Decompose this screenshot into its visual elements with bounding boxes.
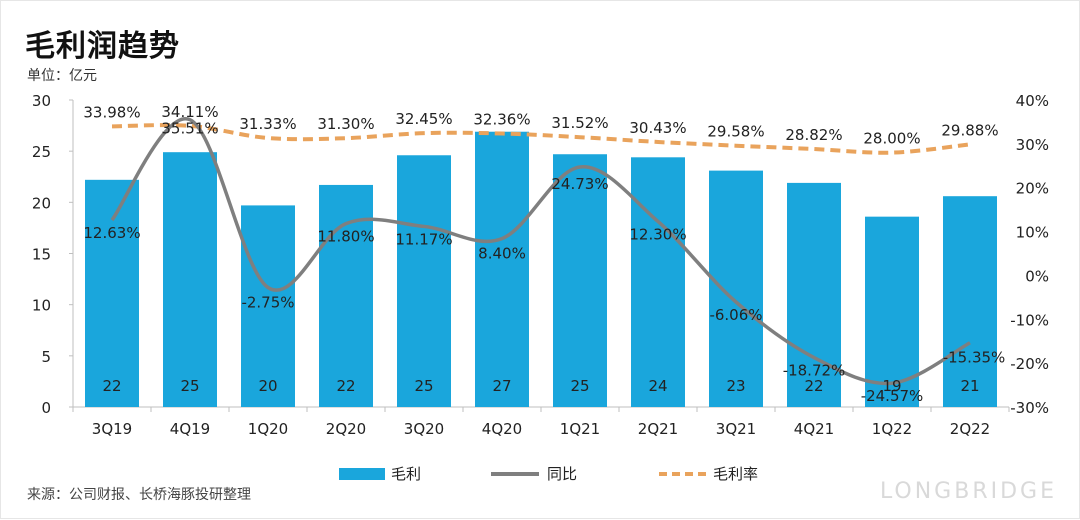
yoy-value-label: 11.80% [317, 228, 374, 246]
margin-value-label: 32.36% [473, 111, 530, 129]
yoy-value-label: 12.63% [83, 224, 140, 242]
bar-value-label: 23 [726, 377, 745, 395]
margin-value-label: 29.58% [707, 123, 764, 141]
yoy-value-label: 35.51% [161, 120, 218, 138]
yoy-value-label: -2.75% [241, 293, 294, 311]
y-left-tick-label: 0 [41, 399, 51, 417]
x-tick-label: 4Q20 [482, 420, 522, 438]
y-left-tick-label: 10 [32, 297, 51, 315]
legend-swatch-gross-profit [339, 468, 385, 480]
margin-value-label: 34.11% [161, 103, 218, 121]
y-right-tick-label: 20% [1016, 180, 1049, 198]
bar-value-label: 25 [180, 377, 199, 395]
x-tick-label: 1Q22 [872, 420, 912, 438]
legend-label-gross-profit: 毛利 [391, 465, 421, 483]
x-tick-label: 3Q21 [716, 420, 756, 438]
x-tick-label: 2Q21 [638, 420, 678, 438]
y-right-tick-label: -10% [1010, 311, 1049, 329]
x-tick-label: 4Q19 [170, 420, 210, 438]
margin-value-label: 31.30% [317, 115, 374, 133]
bar-value-label: 22 [804, 377, 823, 395]
y-right-tick-label: 40% [1016, 92, 1049, 110]
y-left-tick-label: 25 [32, 143, 51, 161]
yoy-value-label: -15.35% [943, 349, 1006, 367]
bar-gross-profit [475, 131, 529, 407]
margin-value-label: 30.43% [629, 119, 686, 137]
margin-value-label: 33.98% [83, 103, 140, 121]
x-tick-label: 3Q20 [404, 420, 444, 438]
y-left-tick-label: 20 [32, 194, 51, 212]
bar-gross-profit [631, 157, 685, 407]
yoy-value-label: 24.73% [551, 175, 608, 193]
y-right-tick-label: 0% [1025, 267, 1049, 285]
bar-gross-profit [85, 179, 139, 407]
chart-title: 毛利润趋势 [25, 29, 180, 64]
bar-gross-profit [787, 182, 841, 407]
y-right-tick-label: -30% [1010, 399, 1049, 417]
legend-label-margin: 毛利率 [713, 465, 758, 483]
line-gross-margin [111, 123, 971, 155]
margin-value-label: 29.88% [941, 121, 998, 139]
margin-value-label: 31.33% [239, 115, 296, 133]
x-tick-label: 3Q19 [92, 420, 132, 438]
y-right-tick-label: -20% [1010, 355, 1049, 373]
y-right-tick-label: 10% [1016, 224, 1049, 242]
source-note: 来源：公司财报、长桥海豚投研整理 [27, 487, 251, 503]
margin-value-label: 31.52% [551, 114, 608, 132]
margin-value-label: 28.82% [785, 126, 842, 144]
bar-value-label: 21 [960, 377, 979, 395]
x-tick-label: 2Q22 [950, 420, 990, 438]
watermark-text: LONGBRIDGE [879, 479, 1057, 504]
bar-gross-profit [163, 152, 217, 407]
legend-label-yoy: 同比 [547, 465, 577, 483]
unit-label: 单位：亿元 [27, 68, 97, 84]
yoy-value-label: 8.40% [478, 245, 526, 263]
yoy-value-label: 11.17% [395, 230, 452, 248]
bar-value-label: 22 [336, 377, 355, 395]
y-left-tick-label: 30 [32, 92, 51, 110]
x-tick-label: 2Q20 [326, 420, 366, 438]
bar-value-label: 22 [102, 377, 121, 395]
bar-value-label: 24 [648, 377, 667, 395]
bar-gross-profit [397, 155, 451, 407]
yoy-value-label: -18.72% [783, 362, 846, 380]
x-tick-label: 1Q20 [248, 420, 288, 438]
bar-value-label: 25 [570, 377, 589, 395]
yoy-value-label: -6.06% [709, 306, 762, 324]
margin-value-label: 32.45% [395, 110, 452, 128]
bar-value-label: 25 [414, 377, 433, 395]
bar-value-label: 19 [882, 377, 901, 395]
y-left-tick-label: 5 [41, 348, 51, 366]
bar-value-label: 27 [492, 377, 511, 395]
line-yoy [110, 117, 971, 386]
bar-gross-profit [865, 216, 919, 407]
x-tick-label: 4Q21 [794, 420, 834, 438]
y-right-tick-label: 30% [1016, 136, 1049, 154]
bar-gross-profit [709, 170, 763, 407]
margin-value-label: 28.00% [863, 130, 920, 148]
yoy-value-label: -24.57% [861, 387, 924, 405]
x-tick-label: 1Q21 [560, 420, 600, 438]
bar-gross-profit [241, 205, 295, 407]
bar-value-label: 20 [258, 377, 277, 395]
bar-gross-profit [553, 154, 607, 407]
yoy-value-label: 12.30% [629, 225, 686, 243]
y-left-tick-label: 15 [32, 246, 51, 264]
bar-gross-profit [943, 196, 997, 407]
